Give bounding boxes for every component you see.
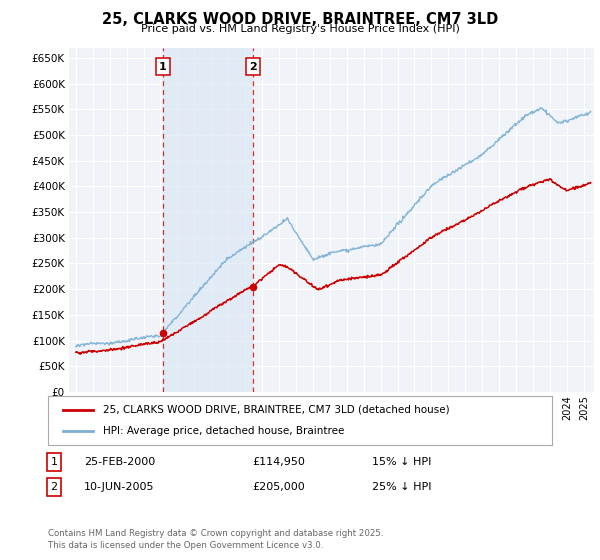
Text: £205,000: £205,000: [252, 482, 305, 492]
Text: 15% ↓ HPI: 15% ↓ HPI: [372, 457, 431, 467]
Text: Price paid vs. HM Land Registry's House Price Index (HPI): Price paid vs. HM Land Registry's House …: [140, 24, 460, 34]
Text: 2: 2: [249, 62, 256, 72]
Text: £114,950: £114,950: [252, 457, 305, 467]
Text: Contains HM Land Registry data © Crown copyright and database right 2025.
This d: Contains HM Land Registry data © Crown c…: [48, 529, 383, 550]
Text: 25% ↓ HPI: 25% ↓ HPI: [372, 482, 431, 492]
Text: 2: 2: [50, 482, 58, 492]
Bar: [163, 48, 253, 392]
Text: 25, CLARKS WOOD DRIVE, BRAINTREE, CM7 3LD: 25, CLARKS WOOD DRIVE, BRAINTREE, CM7 3L…: [102, 12, 498, 27]
Text: HPI: Average price, detached house, Braintree: HPI: Average price, detached house, Brai…: [103, 426, 345, 436]
Text: 10-JUN-2005: 10-JUN-2005: [84, 482, 155, 492]
Text: 25, CLARKS WOOD DRIVE, BRAINTREE, CM7 3LD (detached house): 25, CLARKS WOOD DRIVE, BRAINTREE, CM7 3L…: [103, 405, 450, 415]
Text: 1: 1: [159, 62, 167, 72]
Text: 25-FEB-2000: 25-FEB-2000: [84, 457, 155, 467]
Text: 1: 1: [50, 457, 58, 467]
